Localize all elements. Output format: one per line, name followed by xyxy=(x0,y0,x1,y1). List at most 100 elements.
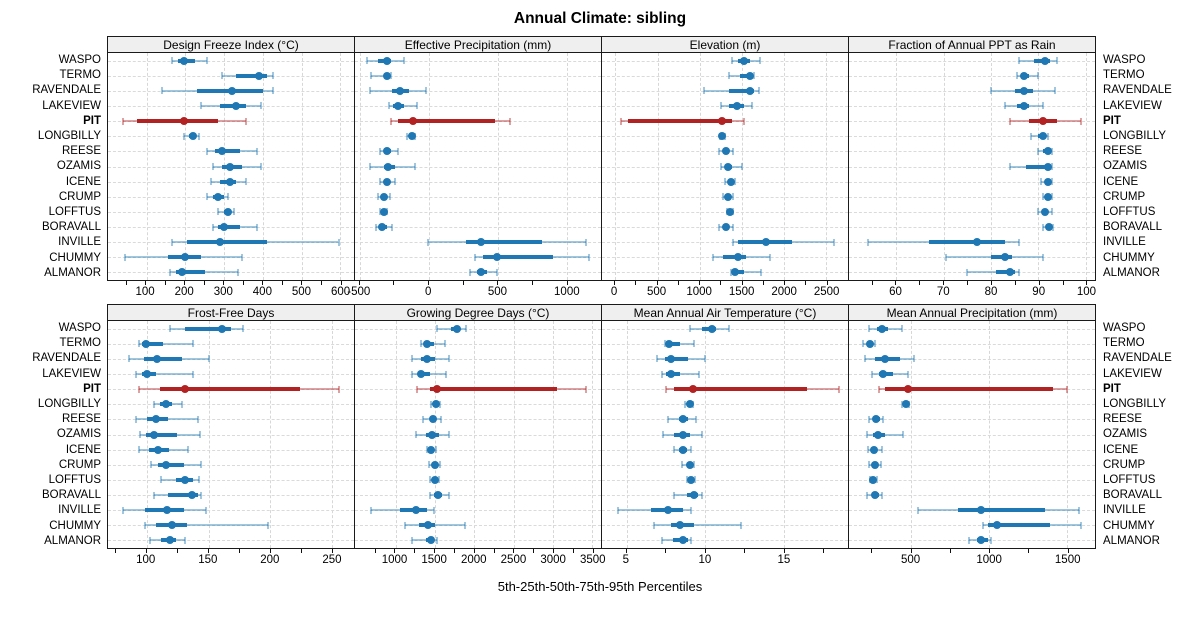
x-axis: -500 0 500 1000 xyxy=(347,281,601,304)
whisker-cap xyxy=(198,476,201,484)
site-label: OZAMIS xyxy=(1103,160,1148,173)
site-label: RAVENDALE xyxy=(1103,84,1172,97)
whisker-cap xyxy=(734,178,737,186)
panel-plot xyxy=(601,321,849,550)
whisker-cap xyxy=(981,521,984,529)
gridline-horizontal xyxy=(602,434,848,436)
median-dot xyxy=(424,521,433,530)
median-dot xyxy=(879,370,888,378)
gridline-horizontal xyxy=(602,60,848,62)
whisker-cap xyxy=(447,491,450,499)
whisker-cap xyxy=(873,340,876,348)
median-dot xyxy=(1043,177,1052,186)
gridline-horizontal xyxy=(355,479,601,481)
whisker-cap xyxy=(469,268,472,276)
gridline-horizontal xyxy=(602,479,848,481)
iqr-bar-25-75 xyxy=(187,240,267,245)
median-dot xyxy=(408,117,417,126)
median-dot xyxy=(1005,268,1014,277)
median-dot xyxy=(412,506,421,515)
tick-mark xyxy=(656,281,658,286)
gridline-horizontal xyxy=(849,434,1095,436)
median-dot xyxy=(1020,71,1029,80)
whisker-cap xyxy=(688,325,691,333)
gridline-horizontal xyxy=(355,227,601,229)
x-axis: 100 200 300 400 500 600 xyxy=(106,281,354,304)
gridline-horizontal xyxy=(108,343,354,345)
whisker-cap xyxy=(690,446,693,454)
tick-label: 1000 xyxy=(686,286,712,299)
gridline-horizontal xyxy=(602,90,848,92)
panel: Design Freeze Index (°C) xyxy=(107,36,355,281)
axis-cells: 100 150 200 250 1000 1500 2000 2500 3000 3500 5 10 1… xyxy=(107,549,1096,572)
median-dot xyxy=(396,86,405,95)
whisker-cap xyxy=(1041,102,1044,110)
gridline-horizontal xyxy=(108,419,354,421)
whisker-cap xyxy=(122,117,125,125)
median-dot xyxy=(740,56,749,65)
gridline-horizontal xyxy=(355,211,601,213)
site-label: CRUMP xyxy=(58,458,101,471)
tick-mark xyxy=(704,549,706,554)
median-dot xyxy=(226,177,235,186)
panels-row: Design Freeze Index (°C) Effective Precip… xyxy=(107,36,1096,281)
whisker-cap xyxy=(430,400,433,408)
x-axis: 5 10 15 xyxy=(601,549,849,572)
whisker-cap xyxy=(403,57,406,65)
gridline-horizontal xyxy=(602,358,848,360)
iqr-bar-25-75 xyxy=(957,508,1046,513)
panel: Growing Degree Days (°C) xyxy=(354,304,602,550)
whisker-cap xyxy=(719,102,722,110)
gridline-horizontal xyxy=(355,404,601,406)
median-dot xyxy=(383,71,392,80)
iqr-bar-25-75 xyxy=(146,432,177,437)
gridline-horizontal xyxy=(355,166,601,168)
median-dot xyxy=(1020,101,1029,110)
tick-mark xyxy=(741,281,743,286)
whisker-cap xyxy=(396,147,399,155)
site-label: TERMO xyxy=(1103,337,1145,350)
tick-mark xyxy=(784,281,786,286)
whisker-cap xyxy=(198,132,201,140)
median-dot xyxy=(687,475,696,484)
site-label: TERMO xyxy=(59,69,101,82)
tick-mark xyxy=(513,549,515,554)
tick-mark-minor xyxy=(393,281,395,286)
whisker-cap xyxy=(753,72,756,80)
whisker-cap xyxy=(701,431,704,439)
iqr-bar-25-75 xyxy=(1026,164,1051,169)
median-dot xyxy=(977,536,986,545)
whisker-cap xyxy=(731,238,734,246)
tick-mark xyxy=(592,549,594,554)
tick-label: 2500 xyxy=(500,554,527,567)
whisker-cap xyxy=(760,268,763,276)
gridline-horizontal xyxy=(108,196,354,198)
whisker-cap xyxy=(740,163,743,170)
gridline-horizontal xyxy=(355,181,601,183)
gridline-horizontal xyxy=(108,404,354,406)
site-label: REESE xyxy=(1103,413,1142,426)
tick-label: 0 xyxy=(424,286,432,299)
gridline-horizontal xyxy=(108,434,354,436)
tick-mark-minor xyxy=(238,549,240,554)
whisker-cap xyxy=(866,238,869,246)
median-dot xyxy=(423,339,432,348)
median-dot xyxy=(663,506,672,515)
whisker-cap xyxy=(730,57,733,65)
whisker-cap xyxy=(425,87,428,95)
site-label: LOFFTUS xyxy=(48,474,101,487)
whisker-cap xyxy=(862,340,864,348)
whisker-cap xyxy=(244,178,247,186)
whisker-cap xyxy=(209,178,212,186)
whisker-cap xyxy=(693,340,696,348)
site-label: BORAVALL xyxy=(41,489,101,502)
iqr-bar-25-75 xyxy=(664,356,689,361)
site-label: OZAMIS xyxy=(1103,428,1148,441)
tick-mark-minor xyxy=(949,549,951,554)
gridline-horizontal xyxy=(355,449,601,451)
median-dot xyxy=(869,445,878,454)
tick-label: 80 xyxy=(984,286,998,299)
gridline-horizontal xyxy=(849,60,1095,62)
axis-spacer-right xyxy=(1096,281,1200,304)
tick-label: 3500 xyxy=(579,554,606,567)
